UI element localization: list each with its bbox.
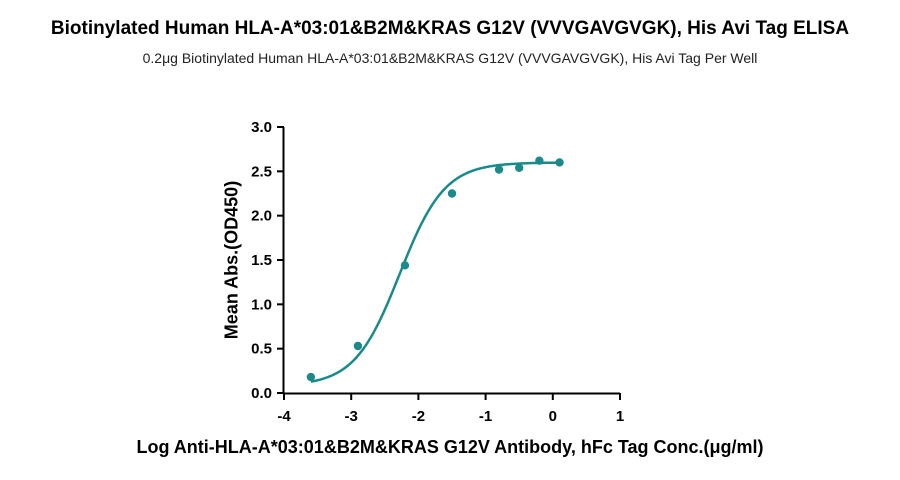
data-point: [555, 158, 564, 167]
x-axis-label: Log Anti-HLA-A*03:01&B2M&KRAS G12V Antib…: [136, 437, 764, 457]
y-tick-label: 2.5: [251, 163, 272, 180]
data-point: [447, 189, 457, 198]
data-points: [306, 156, 564, 382]
data-point: [535, 156, 544, 165]
data-point: [306, 372, 316, 382]
y-tick-label: 2.0: [251, 208, 272, 225]
data-point: [400, 261, 410, 270]
x-tick-label: -3: [345, 408, 358, 425]
chart-subtitle: 0.2μg Biotinylated Human HLA-A*03:01&B2M…: [142, 50, 758, 66]
data-point: [494, 165, 504, 174]
x-tick-label: 0: [549, 408, 557, 425]
chart-ticks: -4 -3 -2 -1 0 1 0.0 0.5 1.0 1.5 2.0 2.5 3.0: [251, 119, 624, 425]
chart-title: Biotinylated Human HLA-A*03:01&B2M&KRAS …: [50, 18, 850, 39]
fit-curve: [310, 161, 560, 383]
y-axis-label: Mean Abs.(OD450): [221, 180, 242, 340]
fit-curve-group: [310, 161, 560, 383]
y-tick-label: 3.0: [251, 119, 272, 136]
y-tick-label: 1.0: [251, 296, 272, 313]
x-tick-label: 1: [616, 408, 624, 425]
x-tick-label: -2: [412, 408, 425, 425]
y-tick-label: 1.5: [251, 252, 272, 269]
y-tick-label: 0.0: [251, 385, 272, 402]
x-tick-label: -1: [479, 408, 492, 425]
x-tick-label: -4: [277, 408, 291, 425]
chart-axes: [282, 127, 620, 395]
data-point: [515, 163, 524, 172]
y-tick-label: 0.5: [251, 341, 272, 358]
data-point: [353, 341, 363, 351]
